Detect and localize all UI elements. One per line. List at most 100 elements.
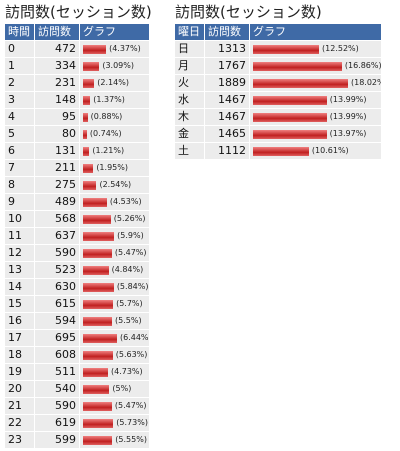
- percent-label: (1.37%): [93, 95, 125, 104]
- data-row: 10 568 (5.26%): [5, 211, 152, 228]
- row-label: 11: [5, 228, 35, 244]
- percent-label: (0.88%): [90, 112, 123, 121]
- bar: [253, 78, 348, 88]
- visit-count: 231: [35, 75, 80, 91]
- graph-cell: (5.9%): [80, 228, 150, 244]
- table: 訪問数(セッション数) 曜日 訪問数 グラフ日 1313 (12.52%) 月 1767 (16…: [175, 0, 382, 160]
- percent-label: (6.44%): [120, 333, 150, 342]
- data-row: 月 1767 (16.86%): [175, 58, 382, 75]
- row-label: 20: [5, 381, 35, 397]
- row-label: 金: [175, 126, 205, 142]
- data-row: 17 695 (6.44%): [5, 330, 152, 347]
- bar: [83, 384, 110, 394]
- data-row: 20 540 (5%): [5, 381, 152, 398]
- percent-label: (5.47%): [114, 401, 147, 410]
- data-row: 日 1313 (12.52%): [175, 41, 382, 58]
- visit-count: 1112: [205, 143, 250, 159]
- row-label: 水: [175, 92, 205, 108]
- percent-label: (2.54%): [99, 180, 132, 189]
- header-row: 時間 訪問数 グラフ: [5, 24, 152, 41]
- row-label: 13: [5, 262, 35, 278]
- row-label: 10: [5, 211, 35, 227]
- graph-cell: (0.88%): [80, 109, 150, 125]
- visit-count: 1465: [205, 126, 250, 142]
- bar: [83, 214, 111, 224]
- visit-count: 590: [35, 245, 80, 261]
- visit-count: 275: [35, 177, 80, 193]
- graph-cell: (13.97%): [250, 126, 382, 142]
- data-row: 21 590 (5.47%): [5, 398, 152, 415]
- visit-count: 619: [35, 415, 80, 431]
- visit-count: 1889: [205, 75, 250, 91]
- data-row: 6 131 (1.21%): [5, 143, 152, 160]
- graph-cell: (13.99%): [250, 109, 382, 125]
- visit-count: 590: [35, 398, 80, 414]
- graph-cell: (5.7%): [80, 296, 150, 312]
- percent-label: (13.97%): [329, 129, 367, 138]
- data-row: 11 637 (5.9%): [5, 228, 152, 245]
- bar: [253, 129, 327, 139]
- bar: [83, 129, 87, 139]
- visit-count: 630: [35, 279, 80, 295]
- graph-cell: (12.52%): [250, 41, 382, 57]
- row-label: 18: [5, 347, 35, 363]
- header-cell: グラフ: [80, 24, 150, 40]
- graph-cell: (4.37%): [80, 41, 150, 57]
- visit-count: 511: [35, 364, 80, 380]
- bar: [253, 95, 327, 105]
- percent-label: (0.74%): [89, 129, 122, 138]
- row-label: 3: [5, 92, 35, 108]
- bar: [83, 333, 117, 343]
- row-label: 15: [5, 296, 35, 312]
- visit-count: 472: [35, 41, 80, 57]
- data-row: 16 594 (5.5%): [5, 313, 152, 330]
- data-row: 14 630 (5.84%): [5, 279, 152, 296]
- percent-label: (4.73%): [110, 367, 143, 376]
- visit-count: 608: [35, 347, 80, 363]
- bar: [83, 435, 113, 445]
- graph-cell: (1.37%): [80, 92, 150, 108]
- percent-label: (5.47%): [114, 248, 147, 257]
- header-cell: グラフ: [250, 24, 382, 40]
- visit-count: 95: [35, 109, 80, 125]
- data-row: 23 599 (5.55%): [5, 432, 152, 449]
- percent-label: (1.21%): [92, 146, 125, 155]
- graph-cell: (4.84%): [80, 262, 150, 278]
- row-label: 0: [5, 41, 35, 57]
- bar: [83, 231, 115, 241]
- table-title: 訪問数(セッション数): [5, 3, 152, 21]
- bar: [83, 78, 95, 88]
- graph-cell: (2.14%): [80, 75, 150, 91]
- percent-label: (16.86%): [344, 61, 382, 70]
- data-row: 金 1465 (13.97%): [175, 126, 382, 143]
- data-row: 4 95 (0.88%): [5, 109, 152, 126]
- bar: [253, 61, 342, 71]
- row-label: 12: [5, 245, 35, 261]
- table-title: 訪問数(セッション数): [175, 3, 322, 21]
- data-row: 0 472 (4.37%): [5, 41, 152, 58]
- visit-count: 1467: [205, 109, 250, 125]
- data-row: 木 1467 (13.99%): [175, 109, 382, 126]
- graph-cell: (1.95%): [80, 160, 150, 176]
- visit-count: 1467: [205, 92, 250, 108]
- graph-cell: (5.55%): [80, 432, 150, 448]
- percent-label: (5.84%): [116, 282, 149, 291]
- graph-cell: (4.53%): [80, 194, 150, 210]
- percent-label: (5.73%): [116, 418, 148, 427]
- data-row: 12 590 (5.47%): [5, 245, 152, 262]
- bar: [83, 299, 114, 309]
- graph-cell: (5.47%): [80, 398, 150, 414]
- graph-cell: (1.21%): [80, 143, 150, 159]
- row-label: 23: [5, 432, 35, 448]
- percent-label: (4.37%): [109, 44, 141, 53]
- bar: [83, 401, 112, 411]
- graph-cell: (10.61%): [250, 143, 382, 159]
- percent-label: (5.55%): [115, 435, 147, 444]
- visit-count: 1313: [205, 41, 250, 57]
- visit-count: 615: [35, 296, 80, 312]
- percent-label: (5.5%): [115, 316, 142, 325]
- row-label: 日: [175, 41, 205, 57]
- data-row: 7 211 (1.95%): [5, 160, 152, 177]
- visit-count: 568: [35, 211, 80, 227]
- graph-cell: (2.54%): [80, 177, 150, 193]
